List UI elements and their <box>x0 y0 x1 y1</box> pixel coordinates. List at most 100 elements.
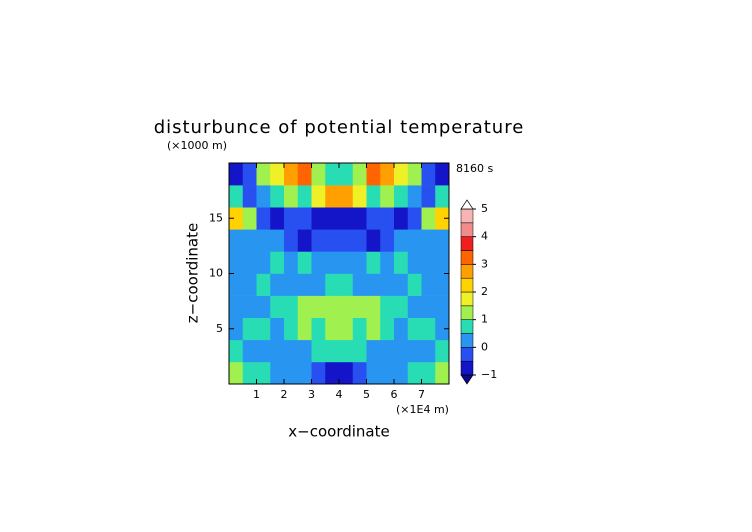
heat-cell <box>242 273 257 296</box>
heat-cell <box>297 207 312 230</box>
heat-cell <box>256 339 271 363</box>
chart-title: disturbunce of potential temperature <box>154 117 525 138</box>
heat-cell <box>366 317 381 341</box>
heat-cell <box>394 229 409 252</box>
heat-cell <box>325 207 340 230</box>
heat-cell <box>407 295 422 318</box>
heat-cell <box>352 273 367 296</box>
heat-cell <box>352 361 367 385</box>
heat-cell <box>242 229 257 252</box>
heat-cell <box>256 273 271 296</box>
x-tick-label: 2 <box>281 388 288 401</box>
y-axis-label: z−coordinate <box>184 223 202 323</box>
heat-cell <box>352 229 367 252</box>
heat-cell <box>394 207 409 230</box>
heat-cell <box>325 339 340 363</box>
heat-cell <box>394 295 409 318</box>
heat-cell <box>435 207 450 230</box>
heat-cell <box>325 361 340 385</box>
colorbar-tick-label: 5 <box>481 202 488 215</box>
heat-cell <box>380 185 395 208</box>
heat-cell <box>421 163 436 186</box>
heat-cell <box>242 339 257 363</box>
heat-cell <box>242 251 257 274</box>
heat-cell <box>407 229 422 252</box>
heat-cell <box>242 207 257 230</box>
heat-cell <box>394 251 409 274</box>
heat-cell <box>421 185 436 208</box>
heat-cell <box>256 295 271 318</box>
heat-cell <box>325 251 340 274</box>
heat-cell <box>270 295 285 318</box>
heat-cell <box>284 339 299 363</box>
heat-cell <box>394 339 409 363</box>
heat-cell <box>380 295 395 318</box>
heat-cell <box>421 229 436 252</box>
heat-cell <box>352 163 367 186</box>
heat-cell <box>311 295 326 318</box>
heat-cell <box>325 295 340 318</box>
heat-cell <box>297 251 312 274</box>
heat-cell <box>394 185 409 208</box>
colorbar-band <box>460 277 474 293</box>
heat-cell <box>352 251 367 274</box>
heat-cell <box>421 251 436 274</box>
colorbar-tick-label: 3 <box>481 257 488 270</box>
heat-cell <box>407 339 422 363</box>
heat-cell <box>352 207 367 230</box>
colorbar-over <box>460 199 474 210</box>
heat-cell <box>380 251 395 274</box>
heat-cell <box>256 317 271 341</box>
heat-cell <box>270 361 285 385</box>
heat-cell <box>229 273 244 296</box>
colorbar-tick-label: 4 <box>481 230 488 243</box>
heat-cell <box>380 229 395 252</box>
heat-cell <box>366 207 381 230</box>
heat-cell <box>311 361 326 385</box>
heat-cell <box>229 317 244 341</box>
heat-cell <box>380 163 395 186</box>
heat-cell <box>421 207 436 230</box>
colorbar-under <box>460 374 474 385</box>
heat-cell <box>352 317 367 341</box>
heat-cell <box>380 207 395 230</box>
y-tick-label: 10 <box>209 267 223 280</box>
heat-cell <box>407 273 422 296</box>
heat-cell <box>366 339 381 363</box>
heat-cell <box>421 317 436 341</box>
colorbar-band <box>460 236 474 251</box>
heat-cell <box>339 163 354 186</box>
heat-cell <box>270 317 285 341</box>
heat-cell <box>380 339 395 363</box>
x-unit: (×1E4 m) <box>396 403 449 416</box>
x-tick-label: 7 <box>418 388 425 401</box>
heat-cell <box>394 273 409 296</box>
heat-cell <box>339 361 354 385</box>
heat-cell <box>297 317 312 341</box>
heat-cell <box>284 361 299 385</box>
heat-cell <box>229 251 244 274</box>
heat-cell <box>229 229 244 252</box>
heat-cell <box>339 339 354 363</box>
heat-cell <box>421 295 436 318</box>
heat-cell <box>311 251 326 274</box>
colorbar-band <box>460 208 474 224</box>
heat-cell <box>256 163 271 186</box>
heat-cell <box>311 207 326 230</box>
heat-cell <box>394 317 409 341</box>
heat-cell <box>242 163 257 186</box>
heat-cell <box>407 207 422 230</box>
heat-cell <box>284 317 299 341</box>
x-tick-label: 1 <box>253 388 260 401</box>
heat-cell <box>311 185 326 208</box>
heat-cell <box>435 163 450 186</box>
heat-cell <box>284 163 299 186</box>
heat-cell <box>284 295 299 318</box>
heat-cell <box>256 207 271 230</box>
heat-cell <box>380 273 395 296</box>
colorbar-tick-label: −1 <box>481 368 497 381</box>
heat-cell <box>352 185 367 208</box>
colorbar-band <box>460 347 474 362</box>
colorbar-tick-label: 1 <box>481 313 488 326</box>
